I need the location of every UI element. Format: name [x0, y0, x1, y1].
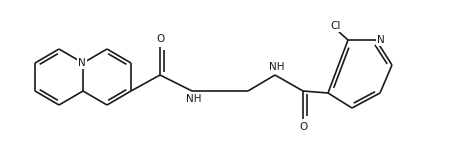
Text: O: O [156, 34, 164, 44]
Text: O: O [299, 122, 307, 132]
Text: N: N [377, 35, 385, 45]
Text: Cl: Cl [331, 21, 341, 31]
Text: N: N [78, 58, 86, 68]
Text: NH: NH [269, 62, 285, 72]
Text: NH: NH [186, 94, 202, 104]
